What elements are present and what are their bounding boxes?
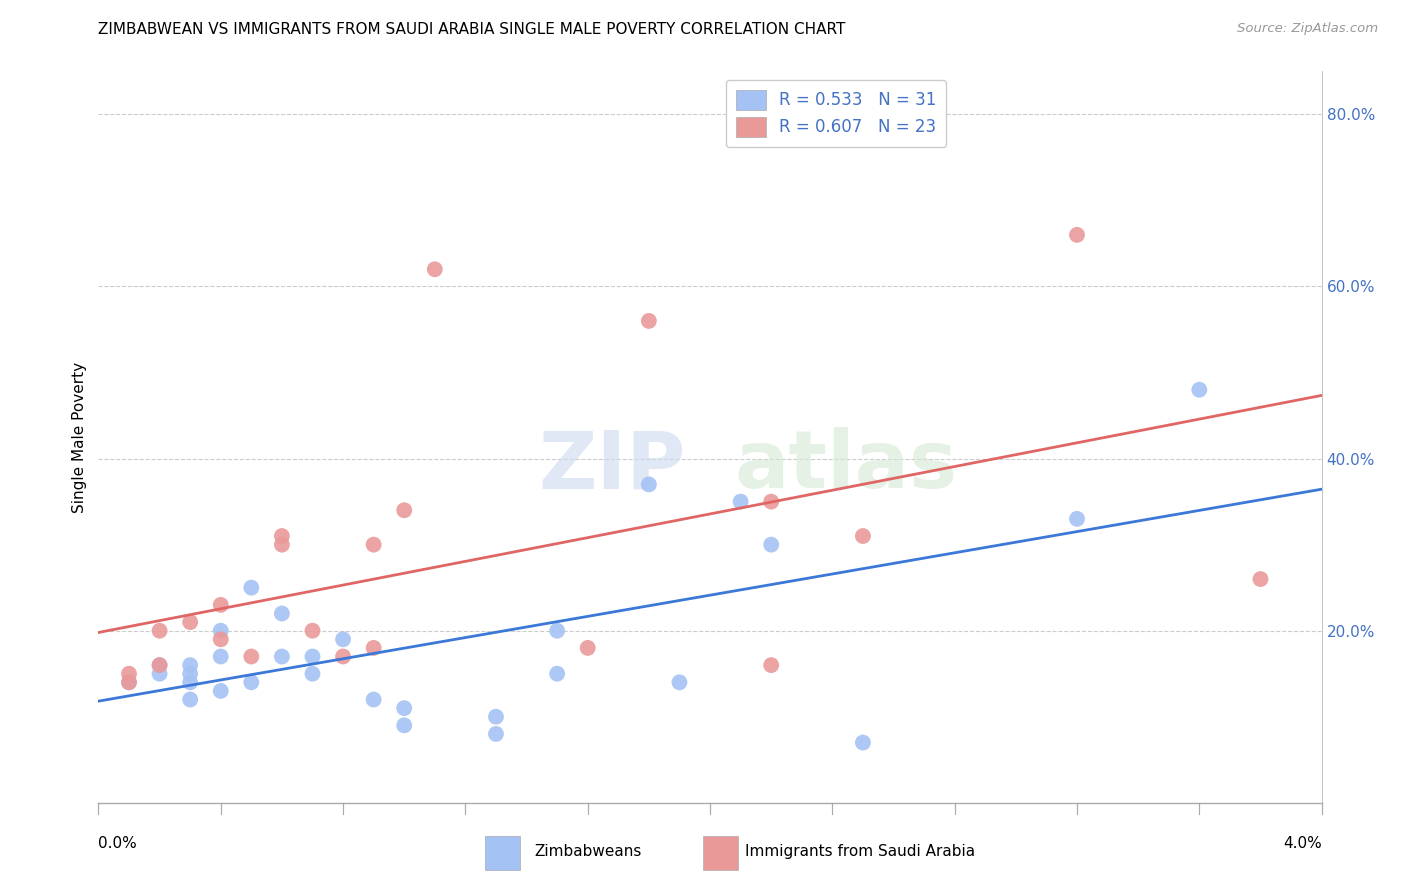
- Point: [485, 727, 508, 741]
- Point: [179, 692, 201, 706]
- Text: Zimbabweans: Zimbabweans: [534, 845, 641, 859]
- Point: [1066, 227, 1088, 242]
- Point: [363, 692, 385, 706]
- Point: [332, 649, 354, 664]
- Legend: R = 0.533   N = 31, R = 0.607   N = 23: R = 0.533 N = 31, R = 0.607 N = 23: [725, 79, 946, 147]
- Text: Source: ZipAtlas.com: Source: ZipAtlas.com: [1237, 22, 1378, 36]
- Point: [209, 684, 232, 698]
- Point: [270, 538, 294, 552]
- Text: atlas: atlas: [734, 427, 957, 506]
- Text: ZIP: ZIP: [538, 427, 686, 506]
- Point: [852, 529, 875, 543]
- Point: [576, 640, 599, 655]
- Point: [118, 666, 141, 681]
- Point: [423, 262, 446, 277]
- Point: [240, 649, 263, 664]
- Point: [209, 632, 232, 647]
- Point: [179, 675, 201, 690]
- Point: [179, 615, 201, 629]
- Point: [392, 718, 416, 732]
- Point: [240, 581, 263, 595]
- Point: [149, 666, 172, 681]
- Point: [363, 640, 385, 655]
- Point: [270, 607, 294, 621]
- Point: [179, 666, 201, 681]
- Point: [852, 735, 875, 749]
- Point: [363, 538, 385, 552]
- Point: [179, 658, 201, 673]
- Point: [392, 503, 416, 517]
- Point: [730, 494, 752, 508]
- Point: [209, 598, 232, 612]
- Point: [759, 494, 782, 508]
- Point: [546, 666, 568, 681]
- Point: [546, 624, 568, 638]
- Point: [668, 675, 690, 690]
- Point: [118, 675, 141, 690]
- Point: [637, 477, 661, 491]
- Text: 4.0%: 4.0%: [1282, 836, 1322, 851]
- Point: [332, 632, 354, 647]
- Point: [301, 649, 323, 664]
- Point: [270, 649, 294, 664]
- Point: [240, 675, 263, 690]
- Point: [485, 710, 508, 724]
- Point: [149, 624, 172, 638]
- Point: [1249, 572, 1271, 586]
- Text: 0.0%: 0.0%: [98, 836, 138, 851]
- Point: [759, 538, 782, 552]
- Point: [637, 314, 661, 328]
- Y-axis label: Single Male Poverty: Single Male Poverty: [72, 361, 87, 513]
- Point: [149, 658, 172, 673]
- Point: [301, 624, 323, 638]
- Point: [1188, 383, 1211, 397]
- Point: [209, 649, 232, 664]
- Point: [270, 529, 294, 543]
- Point: [759, 658, 782, 673]
- Point: [209, 624, 232, 638]
- Point: [1066, 512, 1088, 526]
- Text: ZIMBABWEAN VS IMMIGRANTS FROM SAUDI ARABIA SINGLE MALE POVERTY CORRELATION CHART: ZIMBABWEAN VS IMMIGRANTS FROM SAUDI ARAB…: [98, 22, 846, 37]
- Point: [149, 658, 172, 673]
- Point: [118, 675, 141, 690]
- Point: [392, 701, 416, 715]
- Point: [301, 666, 323, 681]
- Text: Immigrants from Saudi Arabia: Immigrants from Saudi Arabia: [745, 845, 976, 859]
